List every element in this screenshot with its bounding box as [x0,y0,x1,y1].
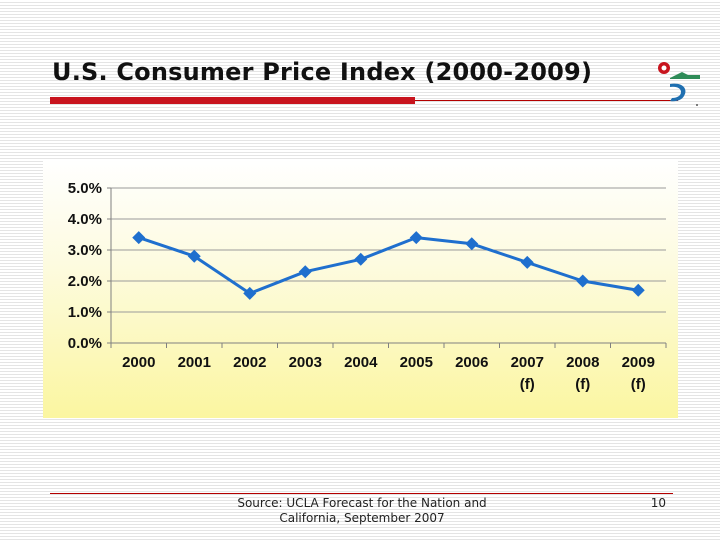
data-point-marker [132,231,146,245]
y-tick-label: 2.0% [68,273,102,290]
cpi-line-chart: 0.0% 1.0% 2.0% 3.0% 4.0% 5.0% 2000 2001 2002 2003… [68,180,667,393]
series-layer [132,231,645,300]
x-tick-label: 2008 [566,354,599,371]
data-point-marker [187,249,201,263]
title-underline [415,100,678,101]
data-point-marker [465,237,479,251]
data-point-marker [354,252,368,266]
page-number: 10 [650,496,666,510]
slide-title: U.S. Consumer Price Index (2000-2009) [52,58,593,86]
footer-source-line-2: California, September 2007 [279,511,445,525]
x-tick-label: 2002 [233,354,266,371]
x-tick-label: (f) [631,376,646,393]
axis-layer [107,187,667,348]
x-tick-label: 2006 [455,354,488,371]
y-tick-label: 3.0% [68,242,102,259]
footer-divider [50,493,673,494]
x-tick-label: 2000 [122,354,155,371]
tick-labels: 0.0% 1.0% 2.0% 3.0% 4.0% 5.0% 2000 2001 2002 2003… [68,180,655,393]
data-point-marker [576,274,590,288]
title-accent-bar [50,97,415,104]
data-point-marker [409,231,423,245]
company-logo [658,62,700,106]
chart-panel: 0.0% 1.0% 2.0% 3.0% 4.0% 5.0% 2000 2001 2002 2003… [43,160,678,418]
series-line [138,236,639,295]
data-point-marker [631,283,645,297]
x-tick-label: 2004 [344,354,378,371]
y-tick-label: 1.0% [68,304,102,321]
data-point-marker [298,265,312,279]
y-tick-label: 4.0% [68,211,102,228]
y-tick-label: 5.0% [68,180,102,197]
x-tick-label: (f) [575,376,590,393]
x-tick-label: 2009 [622,354,655,371]
footer-source-line-1: Source: UCLA Forecast for the Nation and [237,496,487,510]
x-tick-label: 2007 [511,354,544,371]
data-point-marker [243,286,257,300]
x-tick-label: (f) [520,376,535,393]
footer-source: Source: UCLA Forecast for the Nation and… [212,496,512,526]
y-tick-label: 0.0% [68,335,102,352]
x-tick-label: 2005 [400,354,433,371]
data-point-marker [520,255,534,269]
x-tick-label: 2003 [289,354,322,371]
x-tick-label: 2001 [178,354,211,371]
